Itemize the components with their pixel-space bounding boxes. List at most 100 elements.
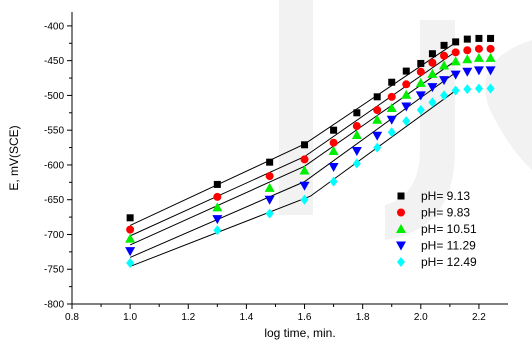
- y-tick-label: -650: [44, 195, 64, 206]
- data-point: [300, 155, 309, 164]
- data-point: [213, 180, 221, 188]
- data-point: [487, 34, 495, 42]
- x-tick-label: 2.2: [472, 312, 486, 323]
- data-point: [126, 225, 135, 234]
- data-point: [213, 225, 222, 236]
- data-point: [386, 102, 397, 112]
- data-point: [328, 146, 339, 156]
- x-tick-label: 1.0: [123, 312, 137, 323]
- y-tick-label: -700: [44, 230, 64, 241]
- data-point: [388, 78, 396, 86]
- x-tick-label: 1.2: [181, 312, 195, 323]
- data-point: [213, 192, 222, 201]
- data-point: [402, 80, 411, 89]
- data-point: [485, 66, 496, 76]
- data-point: [373, 93, 381, 101]
- data-point: [463, 46, 472, 55]
- data-point: [402, 116, 411, 127]
- legend-marker: [397, 192, 405, 200]
- data-point: [462, 67, 473, 77]
- y-tick-label: -800: [44, 300, 64, 311]
- x-tick-label: 2.0: [414, 312, 428, 323]
- data-point: [463, 35, 471, 43]
- data-point: [373, 142, 382, 153]
- data-point: [486, 44, 495, 53]
- data-point: [463, 84, 472, 95]
- y-tick-label: -450: [44, 56, 64, 67]
- data-point: [450, 56, 461, 66]
- data-point: [401, 102, 412, 112]
- data-point: [451, 48, 460, 57]
- data-point: [299, 181, 310, 191]
- fit-line: [129, 90, 456, 267]
- data-point: [473, 66, 484, 76]
- data-point: [475, 34, 483, 42]
- data-point: [428, 50, 436, 58]
- watermark: [279, 0, 532, 240]
- x-tick-label: 1.4: [239, 312, 253, 323]
- data-points: [125, 34, 496, 268]
- x-tick-label: 0.8: [65, 312, 79, 323]
- y-tick-label: -550: [44, 126, 64, 137]
- data-point: [266, 158, 274, 166]
- data-point: [212, 215, 223, 225]
- data-point: [299, 165, 310, 175]
- data-point: [450, 70, 461, 80]
- data-point: [401, 89, 412, 99]
- data-point: [415, 77, 426, 87]
- legend-marker: [397, 208, 405, 217]
- data-point: [427, 83, 438, 93]
- data-point: [428, 97, 437, 108]
- data-point: [440, 51, 449, 60]
- data-point: [427, 68, 438, 78]
- data-point: [329, 176, 338, 187]
- data-point: [330, 126, 338, 134]
- y-axis-title: E, mV(SCE): [7, 125, 21, 190]
- legend-label: pH= 9.83: [421, 206, 470, 220]
- legend: pH= 9.13 pH= 9.83 pH= 10.51 pH= 11.29 pH= 12…: [396, 189, 477, 269]
- data-point: [264, 182, 275, 192]
- data-point: [301, 141, 309, 149]
- data-point: [329, 138, 338, 147]
- data-point: [439, 60, 450, 70]
- legend-marker: [396, 224, 406, 233]
- data-point: [125, 233, 136, 243]
- legend-label: pH= 12.49: [421, 255, 477, 269]
- data-point: [265, 208, 274, 219]
- data-point: [353, 109, 361, 117]
- data-point: [386, 115, 397, 125]
- data-point: [416, 67, 425, 76]
- axes: 0.8 1.0 1.2 1.4 1.6 1.8 2.0 2.2 -800 -750 -700 -650…: [7, 12, 508, 340]
- data-point: [428, 58, 437, 67]
- data-point: [440, 90, 449, 101]
- data-point: [415, 91, 426, 101]
- data-point: [402, 67, 410, 75]
- data-point: [264, 195, 275, 205]
- data-point: [351, 130, 362, 140]
- data-point: [352, 158, 361, 169]
- data-point: [462, 54, 473, 64]
- data-point: [439, 76, 450, 86]
- data-point: [452, 38, 460, 46]
- data-point: [126, 214, 134, 222]
- legend-marker: [397, 257, 405, 267]
- data-point: [300, 194, 309, 205]
- data-point: [265, 172, 274, 181]
- y-tick-label: -500: [44, 91, 64, 102]
- data-point: [372, 114, 383, 124]
- data-point: [351, 147, 362, 157]
- data-point: [126, 257, 135, 268]
- x-tick-label: 1.6: [298, 312, 312, 323]
- data-point: [485, 52, 496, 62]
- legend-label: pH= 11.29: [421, 239, 476, 253]
- y-tick-label: -600: [44, 160, 64, 171]
- data-point: [212, 202, 223, 212]
- data-point: [474, 83, 483, 94]
- data-point: [486, 83, 495, 94]
- data-point: [387, 92, 396, 101]
- data-point: [474, 44, 483, 53]
- data-point: [417, 59, 425, 67]
- y-tick-label: -400: [44, 21, 64, 32]
- data-point: [387, 127, 396, 138]
